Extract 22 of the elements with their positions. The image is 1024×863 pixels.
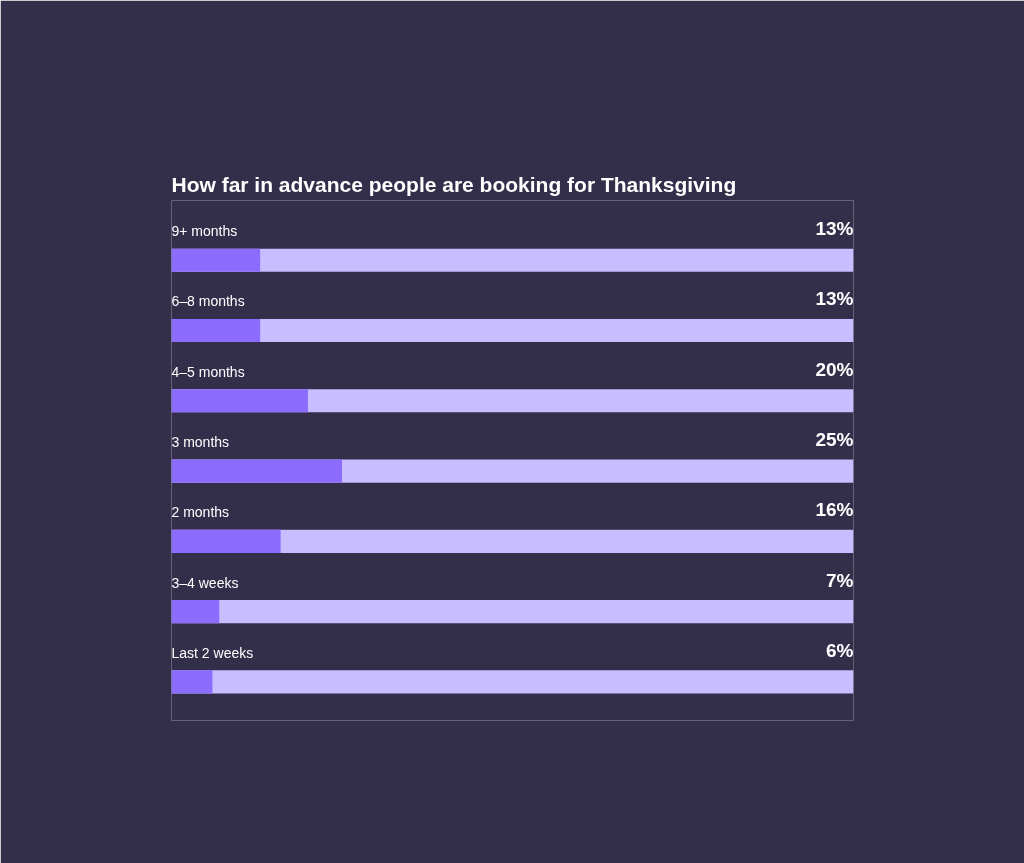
data-label: 16% — [815, 499, 854, 521]
bar — [171, 318, 261, 343]
data-label: 20% — [815, 358, 854, 380]
y-tick-label: 4–5 months — [171, 363, 245, 380]
bar — [171, 529, 281, 553]
bar — [171, 670, 213, 694]
y-tick-label: 3–4 weeks — [171, 574, 239, 591]
chart-title: How far in advance people are booking for Thanksgiving — [171, 172, 737, 196]
y-tick-label: 3 months — [171, 433, 230, 450]
data-label: 13% — [815, 218, 854, 240]
bar — [171, 248, 261, 272]
bar — [171, 599, 220, 624]
bar — [171, 389, 308, 413]
y-tick-label: Last 2 weeks — [171, 644, 254, 661]
data-label: 6% — [826, 639, 854, 661]
y-tick-label: 2 months — [171, 504, 230, 521]
y-tick-label: 9+ months — [171, 223, 238, 240]
bar — [171, 459, 342, 483]
y-tick-label: 6–8 months — [171, 293, 245, 310]
data-label: 25% — [815, 428, 854, 450]
data-label: 7% — [826, 569, 854, 591]
data-label: 13% — [815, 288, 854, 310]
